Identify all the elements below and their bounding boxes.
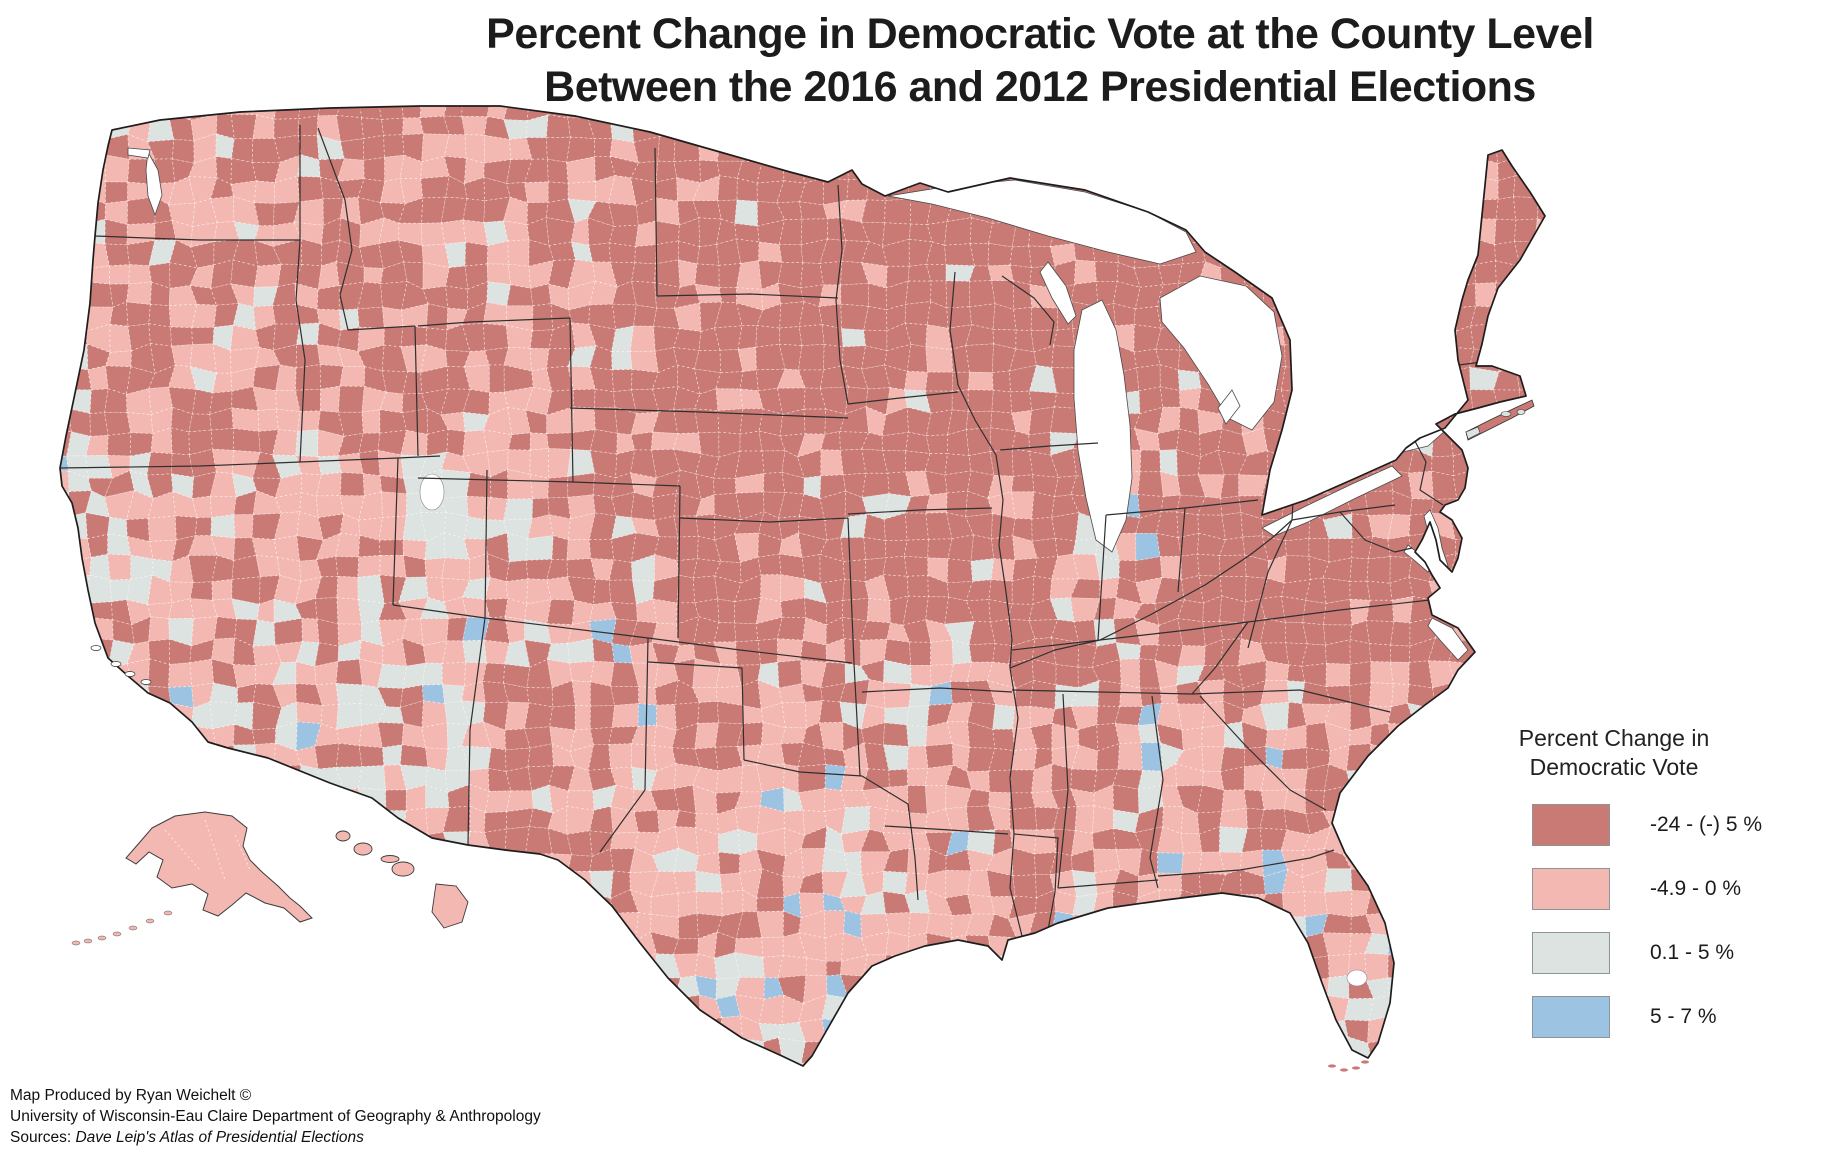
alaska-inset	[71, 811, 313, 946]
legend-label: 0.1 - 5 %	[1650, 941, 1735, 964]
legend-title-line1: Percent Change in	[1518, 725, 1710, 751]
great-lakes	[127, 147, 1469, 987]
state-borders	[60, 125, 1483, 937]
legend: Percent Change in Democratic Vote -24 - …	[1498, 724, 1808, 1038]
legend-swatch-decrease-large	[1532, 804, 1610, 846]
legend-title: Percent Change in Democratic Vote	[1498, 724, 1730, 782]
legend-item-decrease-small: -4.9 - 0 %	[1498, 868, 1808, 910]
coastal-islands	[90, 399, 1535, 1072]
legend-label: -24 - (-) 5 %	[1650, 813, 1763, 836]
legend-item-increase-large: 5 - 7 %	[1498, 996, 1808, 1038]
credit-institution: University of Wisconsin-Eau Claire Depar…	[10, 1107, 541, 1125]
county-mosaic	[60, 106, 1545, 1066]
usa-outline	[59, 105, 1546, 1067]
legend-title-line2: Democratic Vote	[1529, 754, 1699, 780]
legend-label: 5 - 7 %	[1650, 1005, 1717, 1028]
legend-swatch-increase-large	[1532, 996, 1610, 1038]
credit-sources: Sources: Dave Leip's Atlas of Presidenti…	[10, 1128, 364, 1146]
credit-author: Map Produced by Ryan Weichelt ©	[10, 1087, 252, 1104]
hawaii-inset	[335, 830, 469, 929]
credit-source-name: Dave Leip's Atlas of Presidential Electi…	[75, 1128, 364, 1146]
legend-item-increase-small: 0.1 - 5 %	[1498, 932, 1808, 974]
legend-label: -4.9 - 0 %	[1650, 877, 1742, 900]
legend-swatch-decrease-small	[1532, 868, 1610, 910]
page-title-line1: Percent Change in Democratic Vote at the…	[486, 10, 1594, 58]
legend-swatch-increase-small	[1532, 932, 1610, 974]
page-title-line2: Between the 2016 and 2012 Presidential E…	[544, 63, 1536, 111]
page-title: Percent Change in Democratic Vote at the…	[240, 8, 1824, 114]
credits: Map Produced by Ryan Weichelt © Universi…	[10, 1086, 541, 1149]
legend-item-decrease-large: -24 - (-) 5 %	[1498, 804, 1808, 846]
